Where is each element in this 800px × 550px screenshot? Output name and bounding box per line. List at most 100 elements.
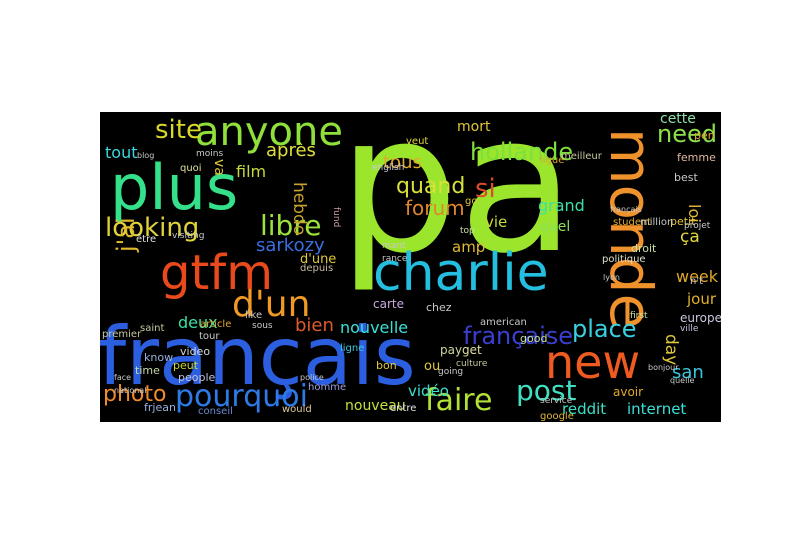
cloud-word: mant xyxy=(382,241,406,251)
cloud-word: conseil xyxy=(198,406,233,417)
cloud-word: need xyxy=(657,120,717,148)
cloud-word: national xyxy=(114,386,147,395)
cloud-word: hollande xyxy=(470,138,574,166)
cloud-word: avoir xyxy=(613,385,644,399)
cloud-word: bonjour xyxy=(648,363,679,372)
cloud-word: film xyxy=(236,162,267,181)
cloud-word: chez xyxy=(426,301,452,314)
cloud-word: vidéo xyxy=(408,382,449,400)
cloud-word: quel xyxy=(540,219,571,235)
cloud-word: français xyxy=(610,205,642,214)
cloud-word: day xyxy=(661,334,681,366)
cloud-word: j'ai xyxy=(112,217,140,252)
cloud-word: nouvelle xyxy=(340,318,409,337)
cloud-word: grand xyxy=(538,196,585,215)
cloud-word: top xyxy=(460,226,475,236)
cloud-word: pen xyxy=(694,129,715,142)
cloud-word: best xyxy=(674,171,698,184)
cloud-word: femme xyxy=(677,151,716,164)
cloud-word: après xyxy=(266,140,316,161)
cloud-word: mort xyxy=(457,119,491,135)
cloud-word: quelle xyxy=(670,376,695,385)
cloud-word: hebdo xyxy=(289,182,309,236)
cloud-word: quoi xyxy=(180,163,202,174)
cloud-word: d'un xyxy=(232,284,311,325)
cloud-word: faire xyxy=(425,383,493,418)
cloud-word: english xyxy=(372,163,405,173)
cloud-word: bien xyxy=(295,315,334,336)
cloud-word: week xyxy=(676,267,719,286)
cloud-word: cette xyxy=(660,112,696,127)
cloud-word: moins xyxy=(196,149,224,159)
cloud-word: anyone xyxy=(195,112,343,155)
cloud-word: premier xyxy=(102,329,142,340)
word-cloud: pa français monde plus charlie gtfm anyone new d… xyxy=(100,112,721,422)
cloud-word: meilleur xyxy=(561,151,602,162)
cloud-word: ça xyxy=(680,227,700,247)
cloud-word: carte xyxy=(373,297,404,311)
cloud-word: tous xyxy=(383,152,422,173)
cloud-word: si xyxy=(475,174,496,204)
cloud-word: homme xyxy=(308,382,347,393)
cloud-word: place xyxy=(572,315,637,343)
cloud-word: tout xyxy=(105,143,138,162)
cloud-word: n't xyxy=(690,276,704,287)
cloud-word: article xyxy=(200,319,232,330)
cloud-word: post xyxy=(516,374,577,407)
cloud-word: google xyxy=(540,411,574,422)
cloud-word: charlie xyxy=(373,243,549,303)
cloud-word: pay xyxy=(440,343,463,357)
cloud-word: petit xyxy=(670,215,696,228)
cloud-word: internet xyxy=(627,400,687,418)
cloud-word: first xyxy=(630,311,648,321)
cloud-word: get xyxy=(462,343,482,357)
cloud-word: europe xyxy=(680,311,721,325)
cloud-word: police xyxy=(300,373,324,382)
cloud-word: people xyxy=(178,371,216,384)
cloud-word: sarkozy xyxy=(256,235,325,256)
cloud-word: d'une xyxy=(300,252,337,267)
cloud-word: deux xyxy=(178,313,218,332)
cloud-word: va xyxy=(211,159,227,176)
cloud-word: frjean xyxy=(144,401,176,414)
cloud-word: video xyxy=(180,345,211,358)
cloud-word: reddit xyxy=(562,400,607,418)
cloud-word: service xyxy=(540,396,573,406)
cloud-word: quand xyxy=(396,174,466,199)
cloud-word: projet xyxy=(684,221,711,231)
cloud-word: like xyxy=(245,310,263,321)
cloud-word: jour xyxy=(687,290,717,308)
cloud-word: monde xyxy=(597,128,665,330)
cloud-word: française xyxy=(463,322,574,350)
cloud-word: pourquoi xyxy=(175,379,308,414)
cloud-word: going xyxy=(438,367,464,377)
cloud-word: être xyxy=(136,234,157,245)
cloud-word: site xyxy=(155,115,202,145)
cloud-word: million xyxy=(640,217,674,228)
cloud-word: visiting xyxy=(172,231,205,241)
cloud-word: lyon xyxy=(603,273,620,282)
cloud-word: saint xyxy=(140,323,165,334)
cloud-word: go xyxy=(465,196,478,207)
cloud-word: ligue xyxy=(540,155,565,166)
cloud-word: veut xyxy=(406,136,429,147)
cloud-word: entre xyxy=(390,403,417,414)
cloud-word: san xyxy=(672,362,704,383)
cloud-word: bon xyxy=(376,359,397,372)
cloud-word: ville xyxy=(680,324,699,334)
cloud-word: student xyxy=(613,217,652,228)
cloud-word: fund xyxy=(331,207,341,228)
cloud-word: know xyxy=(144,351,174,364)
cloud-word: droit xyxy=(631,242,657,255)
cloud-word: rance xyxy=(382,254,408,264)
cloud-word: good xyxy=(520,332,548,345)
cloud-word: new xyxy=(545,335,641,389)
cloud-word: depuis xyxy=(300,263,334,274)
cloud-word: photo xyxy=(103,382,167,407)
cloud-word: culture xyxy=(456,359,488,369)
cloud-word: tour xyxy=(199,331,220,342)
cloud-word: gtfm xyxy=(160,245,273,301)
cloud-word: plus xyxy=(110,151,239,224)
cloud-word: would xyxy=(282,404,312,415)
cloud-word: peut xyxy=(173,359,199,372)
